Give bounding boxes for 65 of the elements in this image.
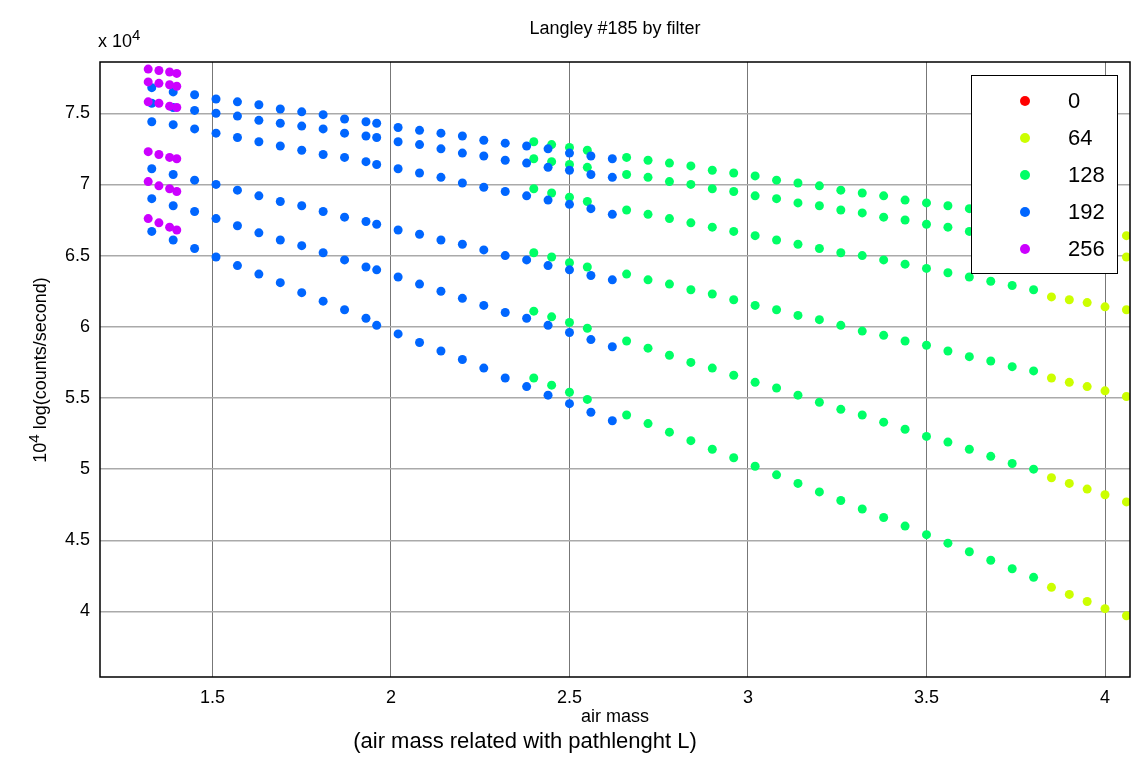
point xyxy=(172,154,182,164)
y-tick-label: 6 xyxy=(79,315,90,336)
y-tick-label: 6.5 xyxy=(64,244,90,265)
point xyxy=(1121,392,1130,402)
point xyxy=(1082,382,1092,392)
text: (air mass related with pathlenght L) xyxy=(352,728,698,754)
x-tick-label: 2 xyxy=(385,686,396,707)
x-tick-label: 4 xyxy=(1100,686,1111,707)
x-tick-label: 3 xyxy=(742,686,753,707)
point xyxy=(154,218,164,228)
y-tick-label: 5 xyxy=(79,458,90,479)
point xyxy=(1046,373,1056,383)
point xyxy=(1064,589,1074,599)
point xyxy=(154,181,164,191)
point xyxy=(165,222,175,232)
point xyxy=(1064,295,1074,305)
y-tick-label: 4.5 xyxy=(64,529,90,550)
legend-label: 128 xyxy=(1068,161,1105,188)
point xyxy=(154,78,164,88)
legend-label: 192 xyxy=(1068,198,1105,225)
y-tick-label: 4 xyxy=(79,600,90,621)
point xyxy=(1100,604,1110,614)
y-tick-label: 7.5 xyxy=(64,102,90,123)
point xyxy=(154,150,164,160)
point xyxy=(143,77,153,87)
point xyxy=(1121,305,1130,315)
point xyxy=(143,177,153,187)
legend-label: 256 xyxy=(1068,235,1105,262)
text: x 10$^{4}$ xyxy=(98,26,141,52)
point xyxy=(154,98,164,108)
point xyxy=(154,66,164,76)
point xyxy=(143,147,153,157)
point xyxy=(1100,490,1110,500)
point xyxy=(165,152,175,162)
point xyxy=(1064,478,1074,488)
legend-label: 0 xyxy=(1068,87,1081,114)
y-tick-label: 5.5 xyxy=(64,386,90,407)
x-tick-label: 1.5 xyxy=(199,686,225,707)
point xyxy=(1064,377,1074,387)
point xyxy=(1100,302,1110,312)
point xyxy=(143,64,153,74)
point xyxy=(165,184,175,194)
chart-title: Langley #185 by filter xyxy=(529,18,701,38)
point xyxy=(143,214,153,224)
point xyxy=(1121,611,1130,621)
point xyxy=(1100,386,1110,396)
y-tick-label: 7 xyxy=(79,173,90,194)
point xyxy=(1082,597,1092,607)
point xyxy=(172,68,182,78)
point xyxy=(1046,292,1056,302)
point xyxy=(172,225,182,235)
point xyxy=(165,80,175,90)
point xyxy=(172,81,182,91)
point xyxy=(1082,298,1092,308)
point xyxy=(172,103,182,113)
point xyxy=(143,97,153,107)
point xyxy=(1046,473,1056,483)
point xyxy=(1121,231,1130,241)
legend-label: 64 xyxy=(1068,124,1093,151)
x-tick-label: 3.5 xyxy=(913,686,940,707)
point xyxy=(172,187,182,197)
x-axis-title: air mass xyxy=(580,706,650,727)
x-tick-label: 2.5 xyxy=(556,686,582,707)
point xyxy=(1046,582,1056,592)
point xyxy=(1082,484,1092,494)
